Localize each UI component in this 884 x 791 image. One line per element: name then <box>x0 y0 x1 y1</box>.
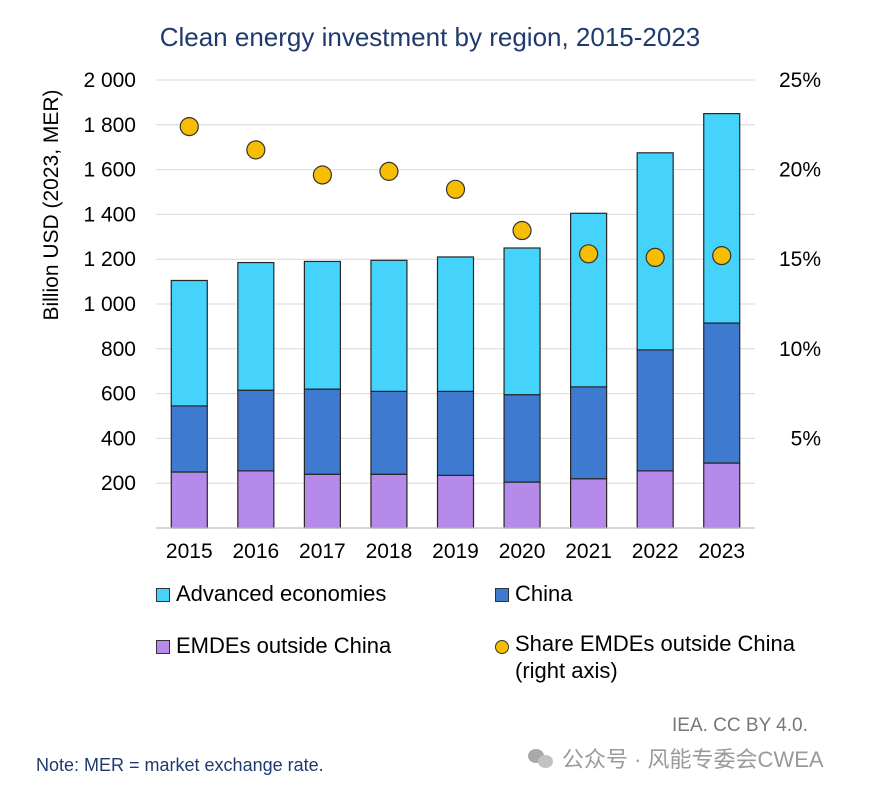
bar-advanced-economies-2017 <box>303 260 341 390</box>
x-tick-label: 2019 <box>432 540 479 563</box>
legend-share-label: Share EMDEs outside China <box>515 631 796 656</box>
y-tick-label: 1 800 <box>83 114 136 137</box>
x-tick-label: 2018 <box>366 540 413 563</box>
y-axis-ticks: 200 400 600 800 1 000 1 200 1 400 1 600 1 800 2 0… <box>83 69 136 495</box>
bar-emdes-outside-china-2019 <box>436 474 475 529</box>
legend-share-sublabel: (right axis) <box>515 658 618 683</box>
y2-tick-label: 25% <box>779 69 821 92</box>
bar-china-2018 <box>370 390 408 475</box>
bar-emdes-outside-china-2015 <box>170 471 208 529</box>
bar-china-2017 <box>303 388 341 475</box>
share-point-2020 <box>512 220 532 241</box>
bar-china-2020 <box>503 394 541 483</box>
y-axis-label: Billion USD (2023, MER) <box>40 89 63 320</box>
bar-emdes-outside-china-2017 <box>303 473 341 529</box>
china-swatch <box>495 588 509 602</box>
y-tick-label: 1 400 <box>83 203 136 226</box>
bar-china-2022 <box>636 349 674 472</box>
x-tick-label: 2020 <box>499 540 546 563</box>
y-tick-label: 1 600 <box>83 159 136 182</box>
bar-emdes-outside-china-2016 <box>237 470 275 529</box>
share-points <box>179 116 732 268</box>
y2-tick-label: 10% <box>779 338 821 361</box>
bar-advanced-economies-2018 <box>370 259 408 392</box>
share-point-2015 <box>179 116 199 137</box>
legend-china-label: China <box>515 581 573 606</box>
bar-advanced-economies-2021 <box>570 212 608 388</box>
bar-emdes-outside-china-2023 <box>703 462 741 529</box>
credit: IEA. CC BY 4.0. <box>672 715 808 736</box>
y-tick-label: 1 000 <box>83 293 136 316</box>
bar-china-2023 <box>703 322 741 464</box>
x-tick-label: 2016 <box>232 540 279 563</box>
bar-china-2021 <box>570 386 608 480</box>
bar-advanced-economies-2023 <box>703 112 741 324</box>
x-tick-label: 2023 <box>698 540 745 563</box>
bar-emdes-outside-china-2021 <box>570 478 608 529</box>
y-tick-label: 200 <box>101 472 136 495</box>
legend-advanced-label: Advanced economies <box>176 581 387 606</box>
legend-item-share: Share EMDEs outside China (right axis) <box>495 631 796 684</box>
share-point-2022 <box>645 247 665 268</box>
share-point-2017 <box>312 165 332 185</box>
y2-tick-label: 5% <box>791 427 821 450</box>
emdes-swatch <box>156 640 170 654</box>
bar-emdes-outside-china-2022 <box>636 470 674 529</box>
share-point-2021 <box>579 244 599 264</box>
x-tick-label: 2022 <box>632 540 679 563</box>
chart: Clean energy investment by region, 2015-… <box>40 22 821 563</box>
share-marker <box>495 640 509 654</box>
y-tick-label: 1 200 <box>83 248 136 271</box>
footnote: Note: MER = market exchange rate. <box>36 755 324 775</box>
legend-item-emdes: EMDEs outside China <box>156 633 391 659</box>
share-point-2018 <box>379 161 399 181</box>
y2-tick-label: 15% <box>779 248 821 271</box>
y-tick-label: 2 000 <box>83 69 136 92</box>
bar-china-2016 <box>237 389 275 472</box>
legend-item-advanced: Advanced economies <box>156 581 386 607</box>
x-tick-label: 2015 <box>166 540 213 563</box>
bar-china-2015 <box>170 405 208 473</box>
x-tick-label: 2017 <box>299 540 346 563</box>
share-point-2023 <box>712 246 732 266</box>
chart-title: Clean energy investment by region, 2015-… <box>160 22 701 52</box>
legend-item-china: China <box>495 581 572 607</box>
bar-advanced-economies-2019 <box>436 256 475 392</box>
y-tick-label: 600 <box>101 383 136 406</box>
advanced-swatch <box>156 588 170 602</box>
bars <box>170 112 741 529</box>
bar-emdes-outside-china-2018 <box>370 473 408 529</box>
share-point-2016 <box>246 140 266 160</box>
watermark: 公众号 · 风能专委会CWEA <box>528 742 824 774</box>
y-tick-label: 400 <box>101 427 136 450</box>
bar-emdes-outside-china-2020 <box>503 481 541 529</box>
bar-advanced-economies-2020 <box>503 247 541 396</box>
bar-china-2019 <box>436 390 475 476</box>
y2-axis-ticks: 5% 10% 15% 20% 25% <box>779 69 821 450</box>
watermark-text: 公众号 · 风能专委会CWEA <box>562 747 824 772</box>
wechat-icon <box>528 747 554 769</box>
legend-emdes-label: EMDEs outside China <box>176 633 392 658</box>
bar-advanced-economies-2015 <box>170 279 208 407</box>
bar-advanced-economies-2016 <box>237 261 275 391</box>
x-axis-ticks: 2015 2016 2017 2018 2019 2020 2021 2022 2023 <box>166 540 745 563</box>
x-tick-label: 2021 <box>565 540 612 563</box>
y2-tick-label: 20% <box>779 159 821 182</box>
share-point-2019 <box>445 179 466 199</box>
y-tick-label: 800 <box>101 338 136 361</box>
